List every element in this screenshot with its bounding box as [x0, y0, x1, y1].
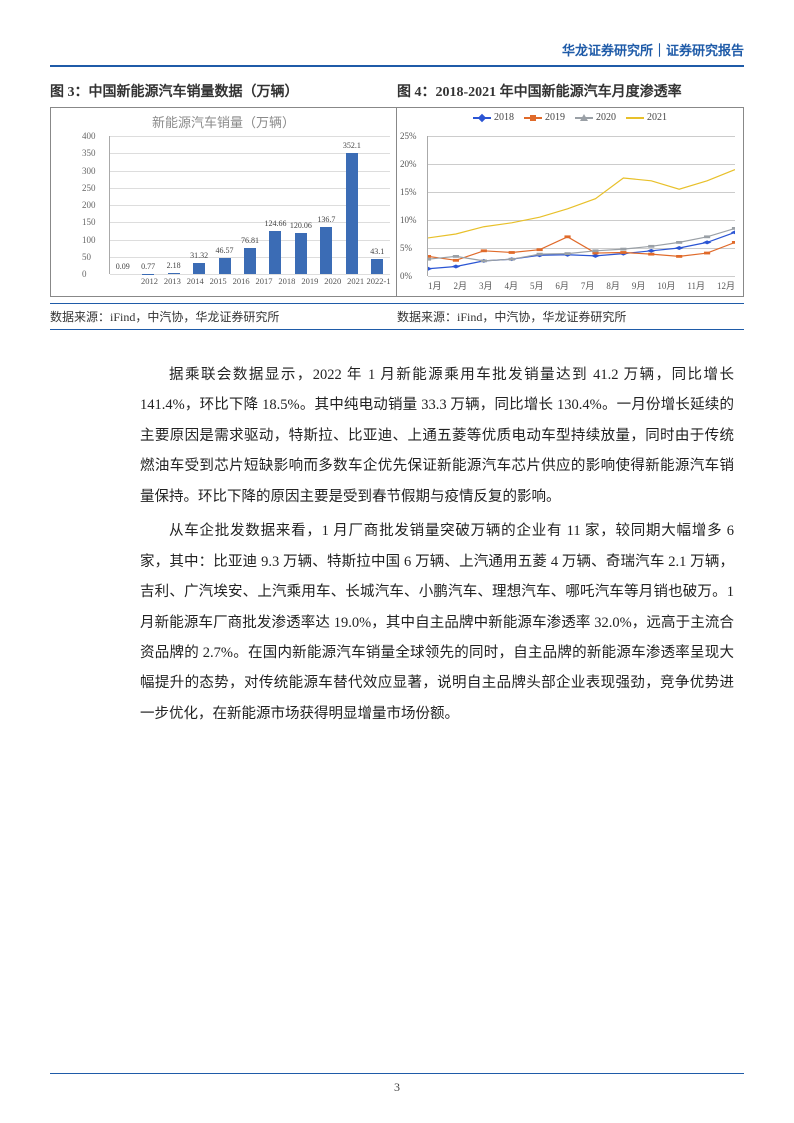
page-number: 3 — [50, 1073, 744, 1095]
bar-2016: 46.57 — [219, 258, 231, 274]
sources-row: 数据来源：iFind，中汽协，华龙证券研究所 数据来源：iFind，中汽协，华龙… — [50, 303, 744, 330]
figure-4: 图 4：2018-2021 年中国新能源汽车月度渗透率 2018 2019 2020… — [397, 81, 744, 297]
legend-2020: 2020 — [575, 112, 616, 123]
fig3-source: 数据来源：iFind，中汽协，华龙证券研究所 — [50, 308, 397, 325]
bar-2022-1: 43.1 — [371, 259, 383, 274]
fig4-source: 数据来源：iFind，中汽协，华龙证券研究所 — [397, 308, 744, 325]
bar-2018: 124.66 — [269, 231, 281, 274]
fig3-title: 图 3：中国新能源汽车销量数据（万辆） — [50, 81, 397, 101]
bar-2017: 76.81 — [244, 248, 256, 274]
fig4-chart: 2018201920202021 0%5%10%15%20%25%1月2月3月4… — [397, 107, 744, 297]
figure-3: 图 3：中国新能源汽车销量数据（万辆） 新能源汽车销量（万辆） 05010015… — [50, 81, 397, 297]
bar-2014: 2.18 — [168, 273, 180, 274]
series-2021 — [428, 170, 735, 238]
legend-2018: 2018 — [473, 112, 514, 123]
body-text: 据乘联会数据显示，2022 年 1 月新能源乘用车批发销量达到 41.2 万辆，… — [50, 360, 744, 729]
series-2018 — [428, 232, 735, 268]
bar-2020: 136.7 — [320, 227, 332, 274]
bar-2021: 352.1 — [346, 153, 358, 274]
legend-2019: 2019 — [524, 112, 565, 123]
page-header: 华龙证券研究所｜证券研究报告 — [50, 40, 744, 67]
fig3-chart: 新能源汽车销量（万辆） 0501001502002503003504002012… — [50, 107, 397, 297]
paragraph-1: 据乘联会数据显示，2022 年 1 月新能源乘用车批发销量达到 41.2 万辆，… — [140, 360, 734, 512]
figures-row: 图 3：中国新能源汽车销量数据（万辆） 新能源汽车销量（万辆） 05010015… — [50, 81, 744, 297]
bar-2015: 31.32 — [193, 263, 205, 274]
legend-2021: 2021 — [626, 112, 667, 123]
bar-2019: 120.06 — [295, 233, 307, 274]
paragraph-2: 从车企批发数据来看，1 月厂商批发销量突破万辆的企业有 11 家，较同期大幅增多… — [140, 516, 734, 729]
fig4-title: 图 4：2018-2021 年中国新能源汽车月度渗透率 — [397, 81, 744, 101]
fig3-subtitle: 新能源汽车销量（万辆） — [51, 112, 396, 131]
